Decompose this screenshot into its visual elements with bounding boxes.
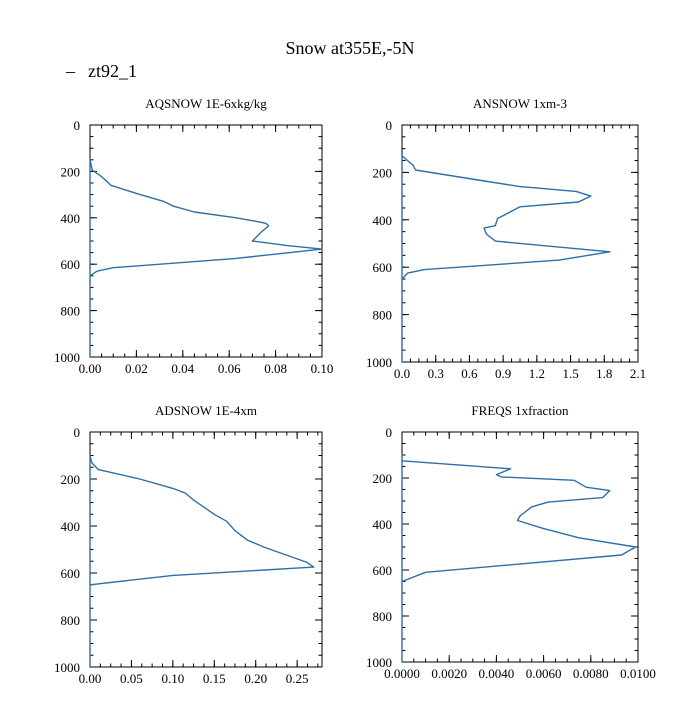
- x-tick-label: 0.10: [311, 361, 334, 376]
- chart-panel-3: ADSNOW 1E-4xm 0.00 0.05 0.10 0.15 0.20 0.25 0 20…: [54, 403, 323, 686]
- chart-panels: AQSNOW 1E-6xkg/kg0.00 0.02 0.04 0.06 0.08 0.1…: [54, 96, 656, 686]
- chart-panel-2: ANSNOW 1xm-3 0.0 0.3 0.6 0.9 1.2 1.5 1.8 2.1 0 200…: [366, 96, 646, 381]
- x-tick-label: 0.0020: [431, 666, 467, 681]
- y-tick-label: 800: [373, 609, 393, 624]
- chart-panel-1: AQSNOW 1E-6xkg/kg 0.00 0.02 0.04 0.06 0.08 0.1…: [54, 96, 333, 376]
- legend-marker: –: [65, 61, 76, 81]
- y-tick-label: 200: [373, 471, 393, 486]
- y-tick-label: 400: [373, 517, 393, 532]
- x-tick-label: 0.05: [120, 671, 143, 686]
- plot-frame: [89, 431, 323, 668]
- x-tick-label: 2.1: [630, 366, 646, 381]
- y-tick-label: 800: [373, 308, 393, 323]
- y-tick-label: 400: [61, 211, 81, 226]
- series-line-zt92_1: [401, 454, 637, 662]
- y-tick-label: 0: [386, 425, 393, 440]
- x-tick-label: 0.00: [79, 671, 102, 686]
- x-tick-label: 0.10: [161, 671, 184, 686]
- y-tick-label: 800: [61, 613, 81, 628]
- y-tick-label: 600: [373, 563, 393, 578]
- x-tick-label: 0.0100: [620, 666, 656, 681]
- x-tick-label: 0.06: [218, 361, 241, 376]
- y-tick-label: 800: [61, 304, 81, 319]
- y-tick-label: 400: [61, 519, 81, 534]
- x-tick-label: 0.04: [171, 361, 194, 376]
- x-tick-label: 0.00: [79, 361, 102, 376]
- y-tick-label: 200: [61, 164, 81, 179]
- panel-title: AQSNOW 1E-6xkg/kg: [145, 96, 267, 111]
- x-tick-label: 0.3: [428, 366, 444, 381]
- x-tick-label: 0.0000: [384, 666, 420, 681]
- plot-frame: [401, 431, 639, 663]
- legend: – zt92_1: [65, 61, 137, 81]
- x-tick-label: 0.0040: [479, 666, 515, 681]
- panel-title: ADSNOW 1E-4xm: [155, 403, 257, 418]
- y-tick-label: 600: [373, 260, 393, 275]
- y-tick-label: 0: [386, 118, 393, 133]
- x-tick-label: 0.0080: [573, 666, 609, 681]
- y-tick-label: 600: [61, 566, 81, 581]
- y-tick-label: 1000: [366, 655, 392, 670]
- y-tick-label: 400: [373, 213, 393, 228]
- x-tick-label: 1.2: [529, 366, 545, 381]
- x-tick-label: 0.08: [264, 361, 287, 376]
- y-tick-label: 1000: [366, 355, 392, 370]
- main-title: Snow at355E,-5N: [286, 38, 415, 58]
- plot-frame: [89, 124, 323, 358]
- panel-title: FREQS 1xfraction: [471, 403, 569, 418]
- x-tick-label: 0.20: [244, 671, 267, 686]
- x-tick-label: 0.9: [495, 366, 511, 381]
- series-line-zt92_1: [89, 454, 315, 667]
- y-tick-label: 200: [61, 472, 81, 487]
- legend-label: zt92_1: [88, 61, 137, 81]
- x-tick-label: 0.15: [203, 671, 226, 686]
- x-tick-label: 0.0: [394, 366, 410, 381]
- x-tick-label: 1.5: [562, 366, 578, 381]
- x-tick-label: 0.6: [461, 366, 478, 381]
- series-line-zt92_1: [401, 155, 611, 362]
- x-tick-label: 0.25: [286, 671, 309, 686]
- y-tick-label: 600: [61, 257, 81, 272]
- chart-panel-4: FREQS 1xfraction 0.0000 0.0020 0.0040 0.0060…: [366, 403, 656, 681]
- x-tick-label: 0.02: [125, 361, 148, 376]
- y-tick-label: 0: [74, 425, 81, 440]
- y-tick-label: 1000: [54, 660, 80, 675]
- y-tick-label: 200: [373, 165, 393, 180]
- panel-title: ANSNOW 1xm-3: [473, 96, 567, 111]
- y-tick-label: 0: [74, 118, 81, 133]
- series-line-zt92_1: [89, 159, 323, 357]
- x-tick-label: 0.0060: [526, 666, 562, 681]
- x-tick-label: 1.8: [596, 366, 612, 381]
- y-tick-label: 1000: [54, 350, 80, 365]
